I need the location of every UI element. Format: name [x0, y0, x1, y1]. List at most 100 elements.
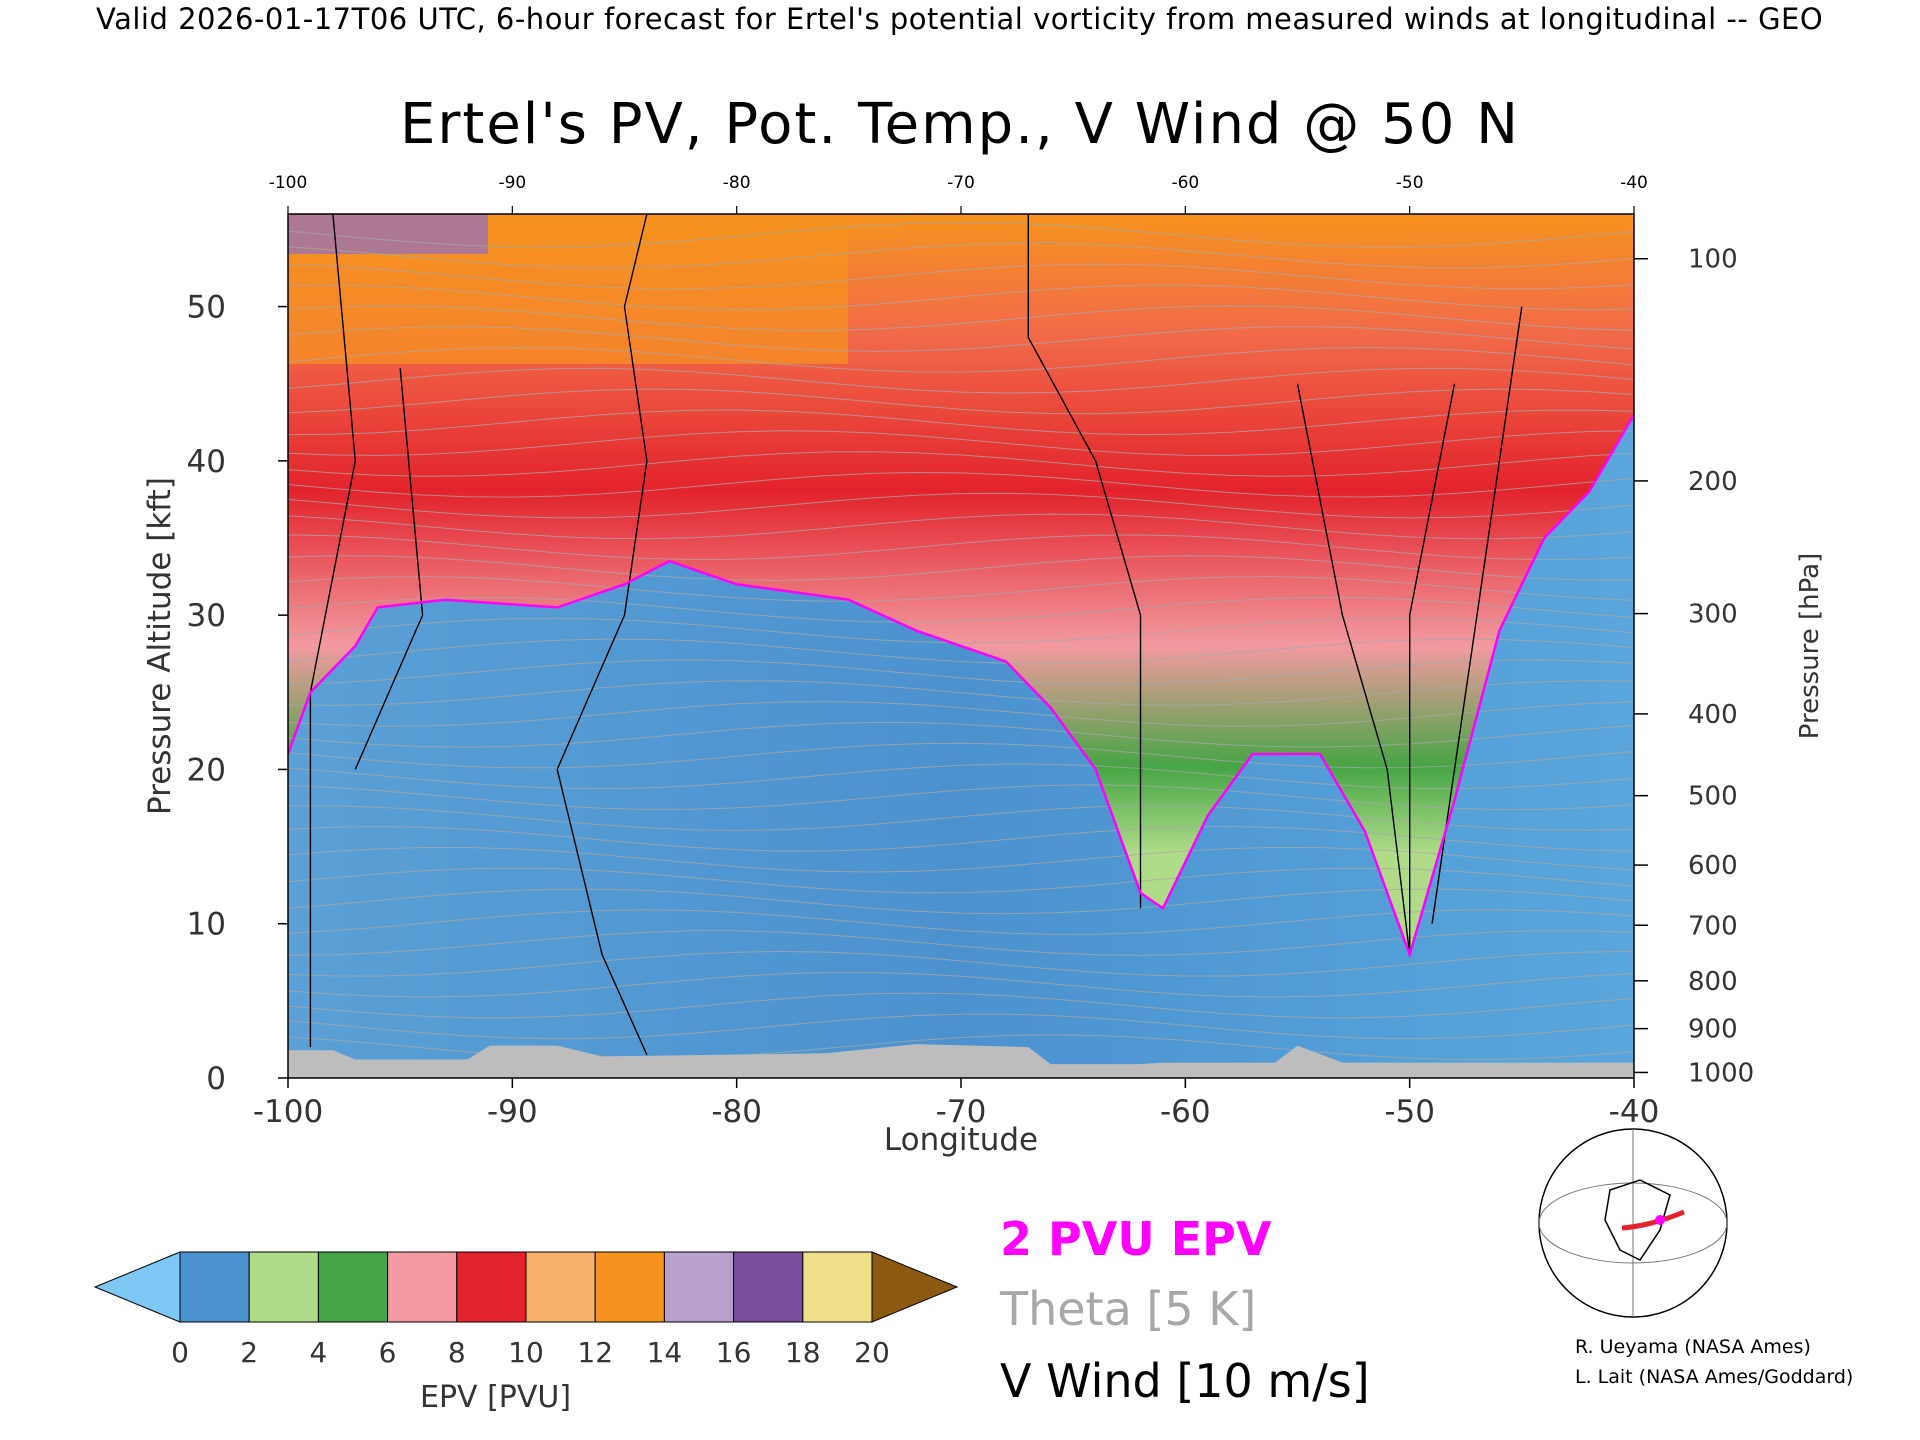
theta-contour-line — [288, 284, 1634, 311]
colorbar-tick-label: 0 — [171, 1336, 189, 1369]
colorbar-tick-label: 8 — [448, 1336, 466, 1369]
legend-vwind: V Wind [10 m/s] — [1000, 1354, 1370, 1408]
theta-contour-line — [288, 263, 1634, 290]
top-caption: Valid 2026-01-17T06 UTC, 6-hour forecast… — [96, 2, 1824, 36]
y-tick-label: 0 — [206, 1061, 226, 1097]
colorbar-tick-label: 16 — [716, 1336, 752, 1369]
x-top-tick-label: -70 — [947, 173, 975, 193]
pressure-tick-label: 900 — [1688, 1015, 1738, 1045]
y-tick-label: 20 — [187, 752, 226, 788]
theta-contour-line — [288, 513, 1634, 540]
pressure-tick-label: 400 — [1688, 700, 1738, 730]
x-tick-label: -80 — [711, 1094, 762, 1130]
colorbar-label: EPV [PVU] — [420, 1380, 572, 1415]
pressure-tick-label: 200 — [1688, 467, 1738, 497]
pressure-tick-label: 700 — [1688, 911, 1738, 941]
theta-contour-line — [288, 451, 1634, 477]
colorbar-tick-label: 10 — [508, 1336, 544, 1369]
theta-contour-line — [288, 555, 1634, 581]
x-tick-label: -90 — [487, 1094, 538, 1130]
colorbar-tick-label: 14 — [647, 1336, 683, 1369]
y-axis-kft: 0 10 20 30 40 50 — [187, 290, 288, 1097]
colorbar-swatch — [248, 1251, 319, 1323]
colorbar-tick-label: 6 — [379, 1336, 397, 1369]
pv-2pvu-contour — [288, 413, 1634, 959]
x-top-tick-label: -40 — [1620, 173, 1648, 193]
theta-contour-line — [288, 950, 1634, 977]
colorbar-tick-label: 20 — [854, 1336, 890, 1369]
theta-contour-line — [288, 242, 1634, 269]
vwind-contour-line — [354, 368, 424, 770]
y-axis-label: Pressure Altitude [kft] — [142, 477, 178, 815]
colorbar: 0 2 4 6 8 10 12 14 16 18 20 — [93, 1251, 959, 1369]
y-tick-label: 50 — [187, 290, 226, 326]
terrain-fill — [288, 1044, 1634, 1078]
theta-contour-line — [288, 409, 1634, 436]
locator-map-track — [1621, 1209, 1685, 1231]
x-top-tick-label: -90 — [498, 173, 526, 193]
theta-contour-line — [288, 367, 1634, 394]
colorbar-tick-label: 12 — [577, 1336, 613, 1369]
locator-map-coastline — [1604, 1179, 1671, 1261]
theta-contour-line — [288, 534, 1634, 561]
y-tick-label: 30 — [187, 598, 226, 634]
credit-line-2: L. Lait (NASA Ames/Goddard) — [1575, 1366, 1854, 1388]
pressure-tick-label: 100 — [1688, 245, 1738, 275]
theta-contour-line — [288, 305, 1634, 331]
colorbar-swatch — [525, 1251, 596, 1323]
colorbar-swatch — [456, 1251, 527, 1323]
colorbar-tick-label: 2 — [240, 1336, 258, 1369]
theta-contour-line — [288, 492, 1634, 519]
x-tick-label: -60 — [1160, 1094, 1211, 1130]
vwind-contour-line — [1409, 383, 1456, 955]
legend-theta: Theta [5 K] — [1000, 1282, 1257, 1336]
x-axis-label: Longitude — [884, 1122, 1038, 1158]
theta-contour-line — [288, 576, 1634, 602]
theta-contour-line — [288, 471, 1634, 498]
theta-contour-line — [288, 221, 1634, 248]
pressure-tick-label: 300 — [1688, 600, 1738, 630]
colorbar-swatch — [317, 1251, 389, 1323]
y-tick-label: 10 — [187, 907, 226, 943]
pressure-tick-label: 800 — [1688, 967, 1738, 997]
vwind-contour-line — [1027, 214, 1142, 909]
colorbar-under-arrow — [93, 1251, 181, 1323]
theta-contour-line — [288, 430, 1634, 456]
pressure-tick-label: 1000 — [1688, 1058, 1754, 1088]
colorbar-tick-label: 4 — [309, 1336, 327, 1369]
theta-contour-line — [288, 1013, 1634, 1040]
x-top-tick-label: -60 — [1171, 173, 1199, 193]
troposphere-fill — [288, 414, 1634, 1078]
theta-contour-line — [288, 972, 1634, 998]
credit-line-1: R. Ueyama (NASA Ames) — [1575, 1336, 1811, 1358]
colorbar-swatch — [594, 1251, 665, 1323]
vwind-contour-line — [556, 214, 648, 1056]
plot-fill-group — [288, 214, 1634, 1078]
theta-contour-line — [288, 596, 1634, 623]
x-tick-label: -40 — [1609, 1094, 1660, 1130]
theta-contour-line — [288, 388, 1634, 415]
theta-contour-line — [288, 992, 1634, 1019]
chart-title: Ertel's PV, Pot. Temp., V Wind @ 50 N — [399, 92, 1521, 157]
theta-contour-line — [288, 346, 1634, 373]
x-tick-label: -100 — [253, 1094, 323, 1130]
legend-epv-contour: 2 PVU EPV — [1000, 1212, 1272, 1266]
colorbar-swatch — [802, 1251, 873, 1323]
pressure-tick-label: 600 — [1688, 851, 1738, 881]
x-tick-label: -70 — [936, 1094, 987, 1130]
vwind-contour-line — [309, 214, 357, 1048]
x-axis-top: -100 -90 -80 -70 -60 -50 -40 — [269, 173, 1648, 214]
x-top-tick-label: -50 — [1396, 173, 1424, 193]
y2-axis-label: Pressure [hPa] — [1795, 553, 1825, 740]
colorbar-swatch — [387, 1251, 458, 1323]
vwind-contour-line — [1431, 306, 1523, 924]
y-axis-pressure: 1000 900 800 700 600 500 400 300 200 100 — [1634, 245, 1754, 1088]
colorbar-over-arrow — [871, 1251, 959, 1323]
vwind-contours — [309, 214, 1523, 1056]
colorbar-swatch — [663, 1251, 735, 1323]
x-tick-label: -50 — [1384, 1094, 1435, 1130]
theta-contour-line — [288, 326, 1634, 352]
colorbar-swatch — [733, 1251, 804, 1323]
locator-map — [1538, 1128, 1728, 1318]
